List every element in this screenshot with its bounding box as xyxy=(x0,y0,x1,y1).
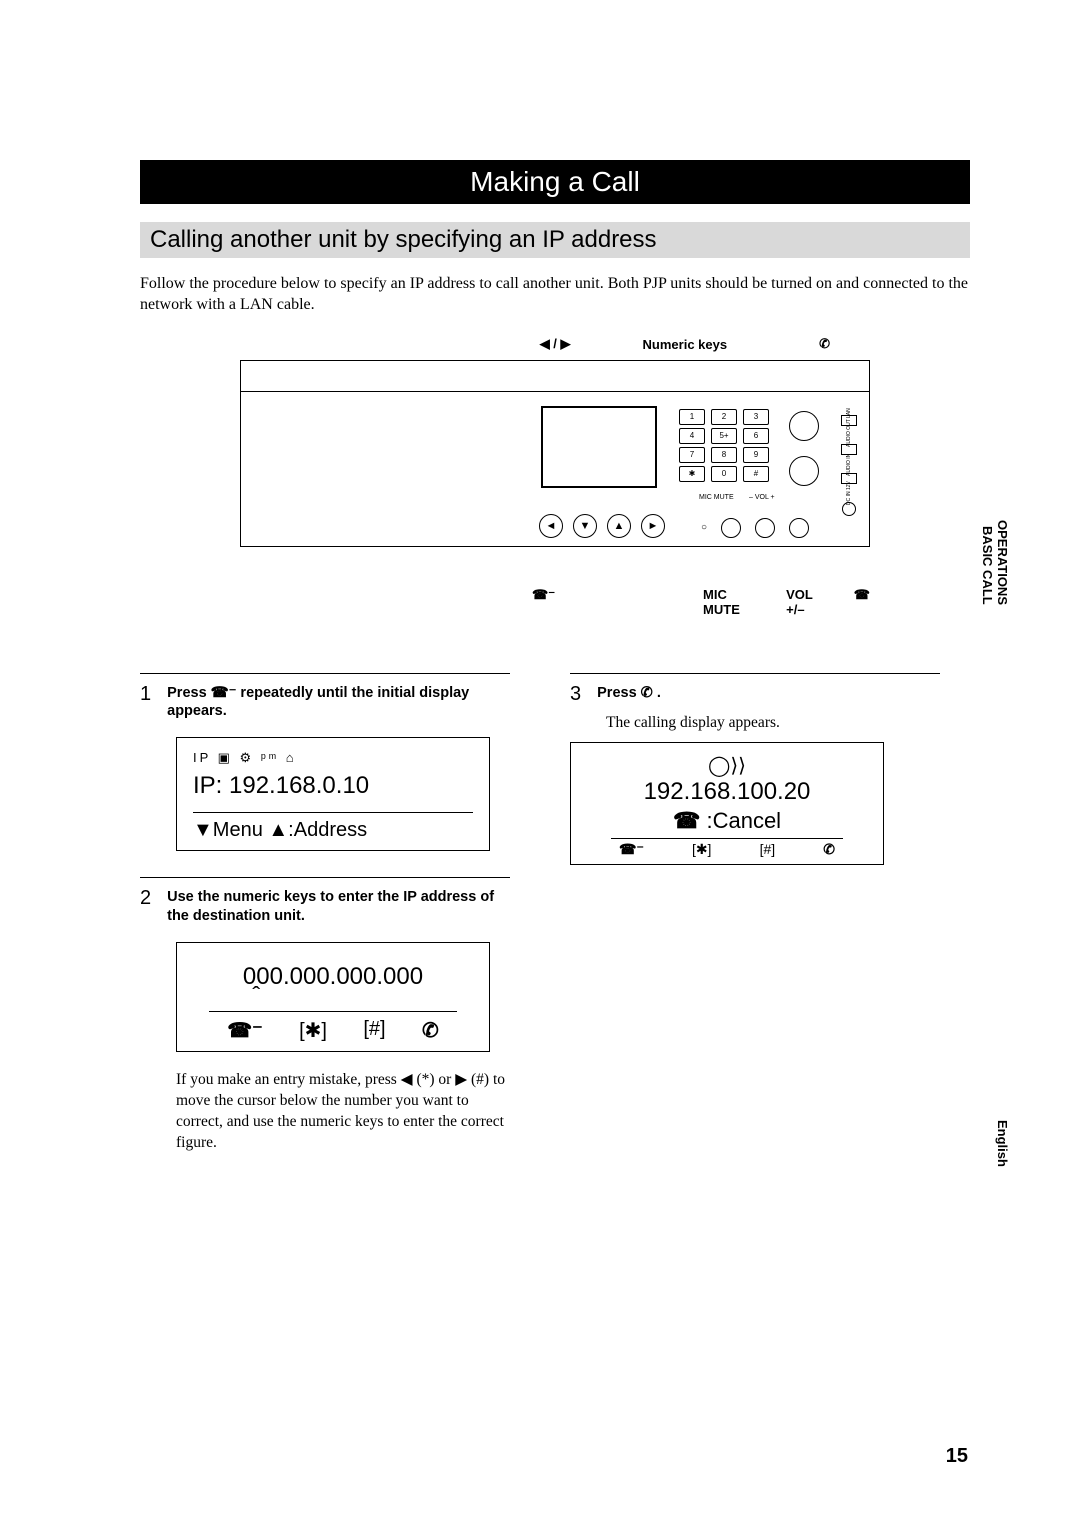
phone-icon: ☎ xyxy=(673,808,700,833)
lcd-calling-ip: 192.168.100.20 xyxy=(587,778,867,806)
key-0: 0 xyxy=(711,466,737,482)
key-7: 7 xyxy=(679,447,705,463)
step-2-text: Use the numeric keys to enter the IP add… xyxy=(167,888,510,926)
calling-icon: ◯⟩⟩ xyxy=(587,753,867,778)
mic-mute-tiny-label: MIC MUTE xyxy=(699,494,734,501)
star-key-label: [✱] xyxy=(299,1018,327,1043)
vol-down-button xyxy=(755,518,775,538)
numeric-keys-label: Numeric keys xyxy=(643,337,728,352)
section-subtitle: Calling another unit by specifying an IP… xyxy=(140,222,970,258)
mic-mute-button xyxy=(721,518,741,538)
mic-mute-label: MIC MUTE xyxy=(703,587,766,617)
page-title: Making a Call xyxy=(140,160,970,204)
keypad: 123 4 5+ 6 789 ✱ 0 # xyxy=(679,409,779,485)
call-icon: ✆ xyxy=(819,336,830,352)
vol-up-button xyxy=(789,518,809,538)
key-5: 5+ xyxy=(711,428,737,444)
step-3-text: Press ✆ . xyxy=(597,684,661,704)
nav-row: ◄ ▼ ▲ ► xyxy=(539,514,665,538)
hangup-icon: ☎⁻ xyxy=(227,1018,262,1043)
vol-tiny-label: – VOL + xyxy=(749,494,775,501)
step-3-body: The calling display appears. xyxy=(606,714,940,732)
key-2: 2 xyxy=(711,409,737,425)
key-1: 1 xyxy=(679,409,705,425)
call-icon: ✆ xyxy=(641,685,657,701)
phone-icon: ☎ xyxy=(854,587,870,617)
port-lan-label: LAN xyxy=(846,394,852,418)
vol-label: VOL +/– xyxy=(786,587,834,617)
step-1-number: 1 xyxy=(140,684,151,722)
port-audio-in-label: AUDIO IN xyxy=(846,452,852,476)
step-2-note: If you make an entry mistake, press ◀ (*… xyxy=(176,1070,510,1154)
key-star: ✱ xyxy=(679,466,705,482)
mic-vol-row: ○ xyxy=(701,518,809,538)
key-hash: # xyxy=(743,466,769,482)
hangup-button xyxy=(789,456,819,486)
key-3: 3 xyxy=(743,409,769,425)
key-6: 6 xyxy=(743,428,769,444)
call-icon: ✆ xyxy=(823,841,835,858)
key-8: 8 xyxy=(711,447,737,463)
intro-text: Follow the procedure below to specify an… xyxy=(140,274,970,316)
lcd-status-icons: IP ▣ ⚙ ᵖᵐ ⌂ xyxy=(193,750,473,766)
arrow-keys-label: ◀ / ▶ xyxy=(540,336,571,352)
hangup-icon: ☎⁻ xyxy=(532,587,555,617)
call-icon: ✆ xyxy=(422,1018,439,1043)
lcd-calling-display: ◯⟩⟩ 192.168.100.20 ☎ :Cancel ☎⁻ [✱] [#] … xyxy=(570,742,884,865)
hangup-icon: ☎⁻ xyxy=(619,841,644,858)
left-arrow-button: ◄ xyxy=(539,514,563,538)
side-tab-english: English xyxy=(995,1120,1010,1172)
lcd-initial-display: IP ▣ ⚙ ᵖᵐ ⌂ IP: 192.168.0.10 ▼Menu ▲:Add… xyxy=(176,737,490,851)
up-arrow-button: ▲ xyxy=(607,514,631,538)
page-number: 15 xyxy=(946,1445,968,1468)
port-audio-out-label: AUDIO OUT xyxy=(846,423,852,447)
hangup-icon: ☎⁻ xyxy=(211,685,241,701)
lcd-entry-ip: 0̭00.000.000.000 xyxy=(193,963,473,991)
hash-key-label: [#] xyxy=(760,841,776,858)
lcd-ip-line: IP: 192.168.0.10 xyxy=(193,772,473,800)
side-tab-basic: BASIC CALLOPERATIONS xyxy=(980,520,1010,610)
lcd-menu-footer: ▼Menu ▲:Address xyxy=(193,819,473,842)
lcd-outline xyxy=(541,406,657,488)
right-arrow-button: ► xyxy=(641,514,665,538)
hash-key-label: [#] xyxy=(363,1018,385,1043)
star-key-label: [✱] xyxy=(692,841,712,858)
step-1-text: Press ☎⁻ repeatedly until the initial di… xyxy=(167,684,510,722)
down-arrow-button: ▼ xyxy=(573,514,597,538)
key-9: 9 xyxy=(743,447,769,463)
port-dc-label: DC IN 12V xyxy=(846,481,852,505)
step-3-number: 3 xyxy=(570,684,581,704)
cancel-label: :Cancel xyxy=(706,808,781,833)
lcd-entry-display: 0̭00.000.000.000 ☎⁻ [✱] [#] ✆ xyxy=(176,942,490,1052)
key-4: 4 xyxy=(679,428,705,444)
device-diagram: ◀ / ▶ Numeric keys ✆ 123 4 5+ 6 789 ✱ 0 # LA… xyxy=(240,336,870,617)
rear-ports: LAN AUDIO OUT AUDIO IN DC IN 12V xyxy=(837,403,861,522)
step-2-number: 2 xyxy=(140,888,151,926)
call-button xyxy=(789,411,819,441)
